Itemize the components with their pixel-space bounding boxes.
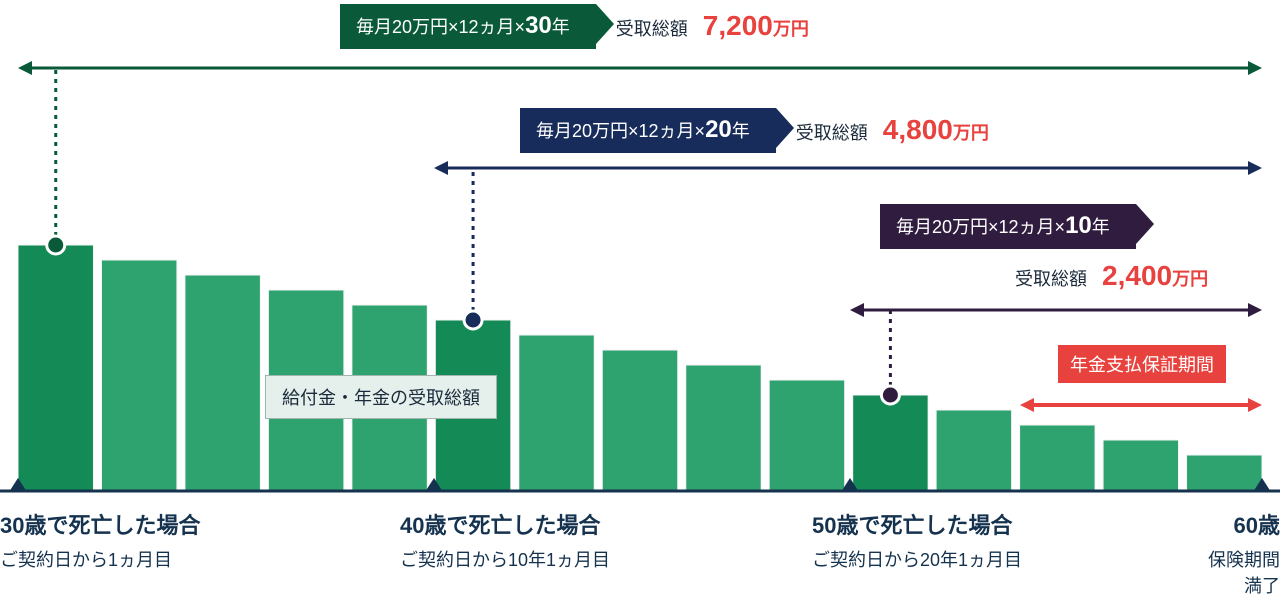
tag-20yr-yr: 20 [705,116,732,143]
recv-10yr-label: 受取総額 [1015,269,1087,289]
axis-60-l1: 60歳 [1208,508,1280,540]
tag-20yr-pre: 毎月20万円×12ヵ月× [536,121,705,141]
recv-20yr: 受取総額 4,800万円 [796,114,989,146]
recv-30yr-label: 受取総額 [616,19,688,39]
axis-30: 30歳で死亡した場合 ご契約日から1ヵ月目 [0,508,200,572]
tag-10yr-yr: 10 [1065,212,1092,239]
tag-30yr-yr: 30 [525,12,552,39]
recv-30yr-amt: 7,200 [703,10,773,41]
recv-20yr-unit: 万円 [953,123,989,143]
axis-50-l1: 50歳で死亡した場合 [812,508,1022,540]
tag-10yr-post: 年 [1092,217,1110,237]
axis-40: 40歳で死亡した場合 ご契約日から10年1ヵ月目 [400,508,610,572]
tag-20yr-post: 年 [732,121,750,141]
recv-30yr-unit: 万円 [773,19,809,39]
recv-10yr: 受取総額 2,400万円 [1015,260,1208,292]
guarantee-period-text: 年金支払保証期間 [1070,355,1214,375]
axis-50: 50歳で死亡した場合 ご契約日から20年1ヵ月目 [812,508,1022,572]
tag-30yr-post: 年 [552,17,570,37]
recv-20yr-amt: 4,800 [883,114,953,145]
row-30yr: 毎月20万円×12ヵ月×30年 受取総額 7,200万円 [340,4,809,49]
axis-60: 60歳 保険期間満了 [1208,508,1280,598]
tag-20yr: 毎月20万円×12ヵ月×20年 [520,108,776,153]
row-20yr: 毎月20万円×12ヵ月×20年 受取総額 4,800万円 [520,108,989,153]
legend-total: 給付金・年金の受取総額 [265,375,497,419]
recv-10yr-amt: 2,400 [1102,260,1172,291]
tag-30yr-pre: 毎月20万円×12ヵ月× [356,17,525,37]
tag-10yr-pre: 毎月20万円×12ヵ月× [896,217,1065,237]
tag-30yr: 毎月20万円×12ヵ月×30年 [340,4,596,49]
axis-40-l1: 40歳で死亡した場合 [400,508,610,540]
axis-40-l2: ご契約日から10年1ヵ月目 [400,546,610,572]
axis-30-l1: 30歳で死亡した場合 [0,508,200,540]
tag-10yr: 毎月20万円×12ヵ月×10年 [880,204,1136,249]
guarantee-period-label: 年金支払保証期間 [1058,345,1226,383]
recv-20yr-label: 受取総額 [796,123,868,143]
row-10yr-tag: 毎月20万円×12ヵ月×10年 [880,204,1136,249]
axis-60-l2: 保険期間満了 [1208,546,1280,598]
legend-text: 給付金・年金の受取総額 [282,388,480,408]
axis-50-l2: ご契約日から20年1ヵ月目 [812,546,1022,572]
axis-30-l2: ご契約日から1ヵ月目 [0,546,200,572]
recv-10yr-unit: 万円 [1172,269,1208,289]
recv-30yr: 受取総額 7,200万円 [616,10,809,42]
